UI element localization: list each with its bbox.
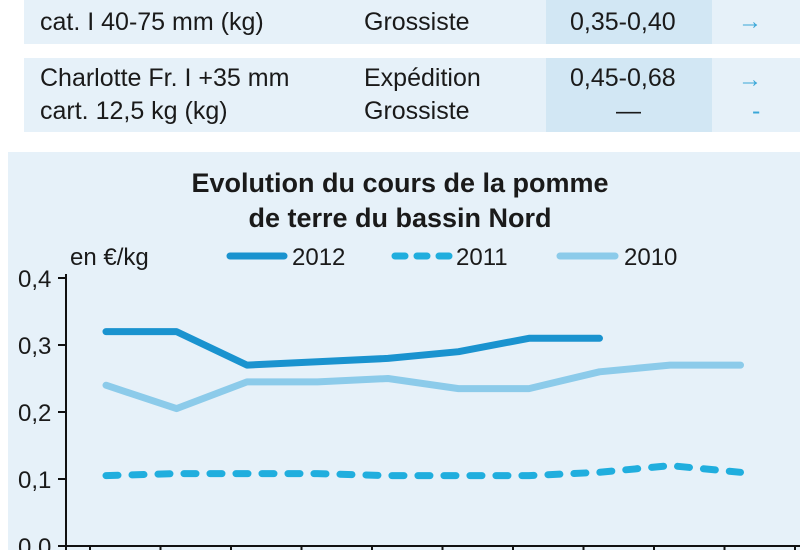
market-stage: Expédition xyxy=(364,64,481,92)
trend-stable-icon: → xyxy=(738,8,762,35)
series-line-2011 xyxy=(102,462,744,480)
y-tick-label: 0,1 xyxy=(18,467,51,494)
legend-label-2010: 2010 xyxy=(624,244,677,271)
chart-title: Evolution du cours de la pomme de terre … xyxy=(0,166,800,236)
price-range: 0,35-0,40 xyxy=(570,8,676,36)
product-name: cat. I 40-75 mm (kg) xyxy=(40,8,264,36)
y-tick-label: 0,4 xyxy=(18,266,51,293)
price-column-background xyxy=(546,0,712,132)
legend-label-2011: 2011 xyxy=(456,244,508,271)
price-unavailable: — xyxy=(616,97,641,125)
y-tick-label: 0,3 xyxy=(18,333,51,360)
series-line-2012 xyxy=(102,328,603,369)
chart-title-line-2: de terre du bassin Nord xyxy=(248,203,552,233)
series-line-2010 xyxy=(102,361,744,413)
trend-stable-icon: → xyxy=(738,66,762,93)
y-tick-label: 0,0 xyxy=(18,534,51,550)
product-name: Charlotte Fr. I +35 mm xyxy=(40,64,290,92)
y-axis-label: en €/kg xyxy=(70,244,149,271)
price-range: 0,45-0,68 xyxy=(570,64,676,92)
y-tick-label: 0,2 xyxy=(18,400,51,427)
chart-title-line-1: Evolution du cours de la pomme xyxy=(191,168,609,198)
product-packaging: cart. 12,5 kg (kg) xyxy=(40,97,228,125)
row-divider xyxy=(24,44,800,58)
market-stage: Grossiste xyxy=(364,97,470,125)
chart-panel xyxy=(8,152,800,550)
trend-none-icon: - xyxy=(752,97,761,125)
legend-label-2012: 2012 xyxy=(292,244,345,271)
market-stage: Grossiste xyxy=(364,8,470,36)
price-table: cat. I 40-75 mm (kg) Grossiste 0,35-0,40… xyxy=(0,0,800,140)
